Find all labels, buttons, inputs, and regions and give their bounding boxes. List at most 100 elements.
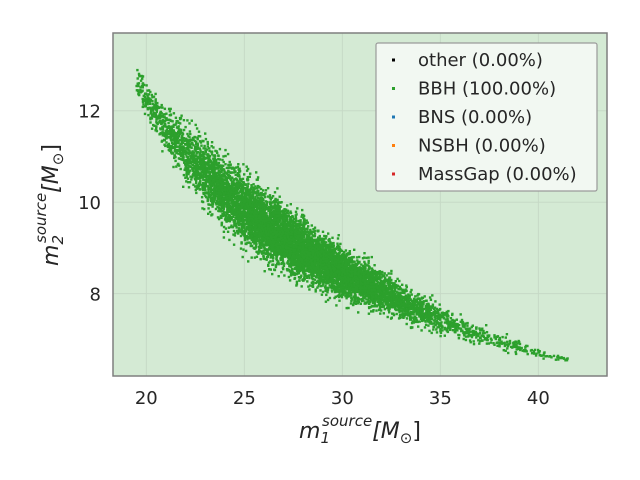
- data-point: [334, 279, 338, 282]
- data-point: [514, 345, 517, 349]
- data-point: [178, 151, 182, 154]
- data-point: [456, 329, 459, 332]
- data-point: [210, 153, 214, 156]
- data-point: [445, 310, 448, 314]
- data-point: [224, 214, 227, 217]
- data-point: [409, 310, 412, 314]
- data-point: [417, 301, 420, 304]
- data-point: [445, 320, 448, 324]
- data-point: [168, 132, 172, 135]
- data-point: [243, 173, 246, 176]
- data-point: [342, 250, 346, 254]
- data-point: [353, 260, 356, 263]
- data-point: [235, 222, 238, 225]
- data-point: [186, 132, 189, 136]
- data-point: [299, 241, 303, 244]
- data-point: [414, 295, 417, 298]
- data-point: [174, 155, 177, 159]
- data-point: [336, 279, 339, 282]
- data-point: [330, 262, 333, 265]
- data-point: [506, 347, 509, 350]
- data-point: [314, 281, 318, 285]
- data-point: [202, 147, 205, 150]
- data-point: [175, 121, 178, 125]
- data-point: [300, 266, 303, 269]
- data-point: [279, 201, 282, 204]
- data-point: [294, 217, 298, 220]
- data-point: [229, 177, 232, 181]
- data-point: [161, 127, 164, 130]
- data-point: [144, 102, 148, 106]
- data-point: [192, 144, 195, 147]
- data-point: [221, 214, 225, 218]
- data-point: [467, 335, 470, 338]
- data-point: [235, 226, 238, 229]
- data-point: [392, 282, 395, 285]
- data-point: [250, 184, 253, 187]
- data-point: [383, 308, 386, 311]
- data-point: [363, 262, 367, 265]
- data-point: [382, 274, 385, 277]
- data-point: [287, 259, 290, 263]
- data-point: [462, 337, 465, 341]
- data-point: [370, 310, 373, 313]
- data-point: [431, 303, 435, 306]
- data-point: [151, 102, 154, 106]
- data-point: [232, 171, 235, 174]
- data-point: [222, 186, 225, 189]
- data-point: [451, 313, 454, 317]
- data-point: [296, 267, 299, 270]
- data-point: [198, 135, 202, 138]
- data-point: [155, 129, 159, 133]
- data-point: [202, 192, 205, 196]
- data-point: [190, 119, 193, 122]
- data-point: [356, 285, 359, 288]
- data-point: [415, 313, 418, 316]
- data-point: [240, 211, 243, 214]
- data-point: [147, 113, 150, 117]
- data-point: [368, 296, 371, 299]
- data-point: [255, 255, 259, 258]
- data-point: [260, 191, 263, 195]
- data-point: [312, 230, 316, 233]
- data-point: [207, 212, 210, 215]
- data-point: [296, 243, 299, 246]
- data-point: [219, 187, 222, 190]
- data-point: [239, 234, 243, 238]
- data-point: [299, 219, 302, 222]
- data-point: [496, 341, 499, 344]
- data-point: [192, 172, 195, 176]
- data-point: [446, 312, 449, 315]
- data-point: [383, 276, 387, 279]
- data-point: [332, 272, 335, 276]
- data-point: [287, 212, 290, 215]
- data-point: [392, 313, 396, 317]
- data-point: [181, 131, 184, 134]
- data-point: [177, 164, 181, 167]
- data-point: [325, 243, 329, 247]
- data-point: [448, 327, 451, 330]
- data-point: [208, 210, 212, 214]
- data-point: [300, 274, 303, 277]
- data-point: [338, 292, 341, 296]
- data-point: [273, 205, 276, 209]
- data-point: [224, 154, 227, 158]
- data-point: [253, 233, 256, 237]
- data-point: [485, 342, 489, 345]
- data-point: [218, 183, 221, 186]
- data-point: [301, 208, 304, 212]
- data-point: [196, 142, 199, 145]
- data-point: [493, 334, 496, 337]
- data-point: [174, 142, 177, 145]
- data-point: [422, 307, 426, 311]
- data-point: [355, 300, 358, 303]
- data-point: [169, 107, 172, 111]
- data-point: [259, 203, 263, 206]
- data-point: [524, 344, 528, 348]
- data-point: [410, 307, 413, 311]
- data-point: [430, 331, 433, 335]
- data-point: [229, 166, 232, 169]
- data-point: [486, 334, 489, 337]
- data-point: [265, 258, 268, 261]
- data-point: [289, 274, 293, 277]
